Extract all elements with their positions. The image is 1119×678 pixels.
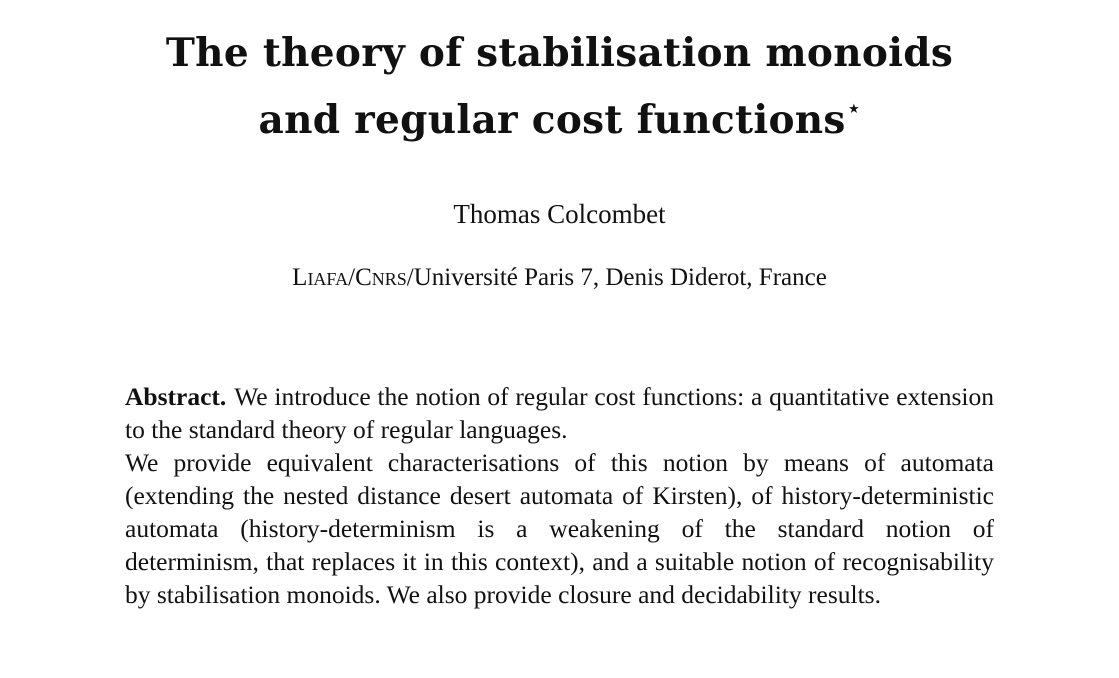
abstract-paragraph-1: Abstract. We introduce the notion of regu…	[125, 380, 994, 446]
author-affiliation: Liafa/Cnrs/Université Paris 7, Denis Did…	[0, 262, 1119, 294]
affiliation-org-liafa: Liafa	[292, 264, 349, 291]
title-line-1: The theory of stabilisation monoids	[165, 30, 954, 76]
affiliation-university: /Université Paris 7, Denis Diderot, Fran…	[406, 264, 827, 291]
title-line-2-text: and regular cost functions	[258, 97, 846, 143]
footnote-star-icon: ⋆	[847, 96, 861, 120]
abstract-paragraph-1-text: We introduce the notion of regular cost …	[125, 382, 994, 444]
title-line-2: and regular cost functions ⋆	[0, 81, 1119, 148]
author-name: Thomas Colcombet	[453, 199, 666, 229]
affiliation-separator: /	[348, 264, 356, 291]
paper-title: The theory of stabilisation monoids and …	[0, 26, 1119, 148]
affiliation-org-cnrs: Cnrs	[355, 264, 407, 291]
abstract: Abstract. We introduce the notion of regu…	[125, 380, 994, 611]
abstract-paragraph-2: We provide equivalent characterisations …	[125, 448, 994, 609]
abstract-label: Abstract.	[125, 382, 227, 411]
